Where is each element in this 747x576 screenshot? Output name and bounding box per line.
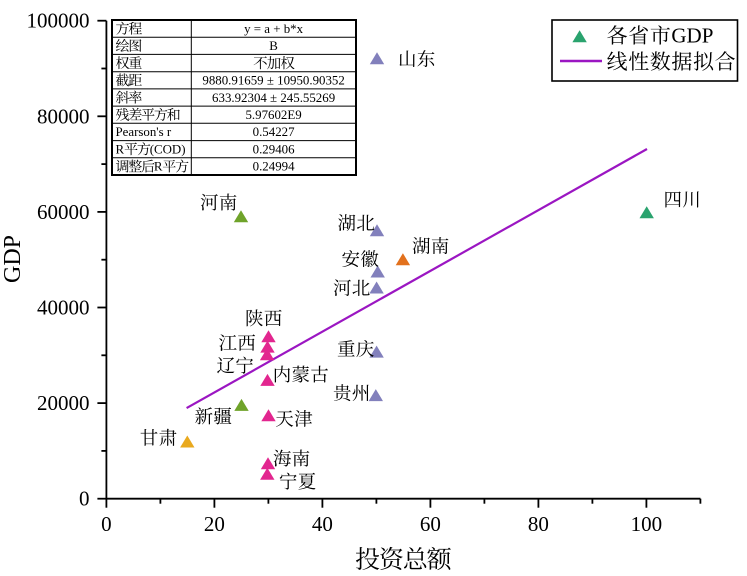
svg-text:60: 60 bbox=[420, 512, 441, 536]
svg-text:B: B bbox=[269, 39, 278, 53]
svg-text:633.92304 ± 245.55269: 633.92304 ± 245.55269 bbox=[212, 91, 335, 105]
svg-text:100: 100 bbox=[631, 512, 663, 536]
svg-text:60000: 60000 bbox=[37, 200, 90, 224]
svg-text:0.24994: 0.24994 bbox=[253, 160, 295, 174]
svg-text:20: 20 bbox=[204, 512, 225, 536]
svg-text:GDP: GDP bbox=[671, 24, 713, 48]
svg-text:80: 80 bbox=[528, 512, 549, 536]
svg-text:0: 0 bbox=[101, 512, 112, 536]
svg-text:y = a + b*x: y = a + b*x bbox=[244, 22, 303, 36]
svg-text:40000: 40000 bbox=[37, 296, 90, 320]
svg-text:20000: 20000 bbox=[37, 391, 90, 415]
svg-text:(COD): (COD) bbox=[150, 142, 186, 156]
svg-text:40: 40 bbox=[312, 512, 333, 536]
svg-text:R: R bbox=[116, 142, 125, 156]
svg-text:100000: 100000 bbox=[27, 9, 90, 33]
svg-text:Pearson's r: Pearson's r bbox=[116, 125, 172, 139]
svg-text:R: R bbox=[154, 160, 163, 174]
svg-text:80000: 80000 bbox=[37, 104, 90, 128]
svg-text:GDP: GDP bbox=[0, 235, 26, 283]
svg-text:9880.91659 ± 10950.90352: 9880.91659 ± 10950.90352 bbox=[202, 74, 344, 88]
svg-text:0.29406: 0.29406 bbox=[253, 142, 295, 156]
svg-text:0: 0 bbox=[79, 487, 90, 511]
svg-text:5.97602E9: 5.97602E9 bbox=[245, 108, 301, 122]
svg-text:0.54227: 0.54227 bbox=[253, 125, 295, 139]
